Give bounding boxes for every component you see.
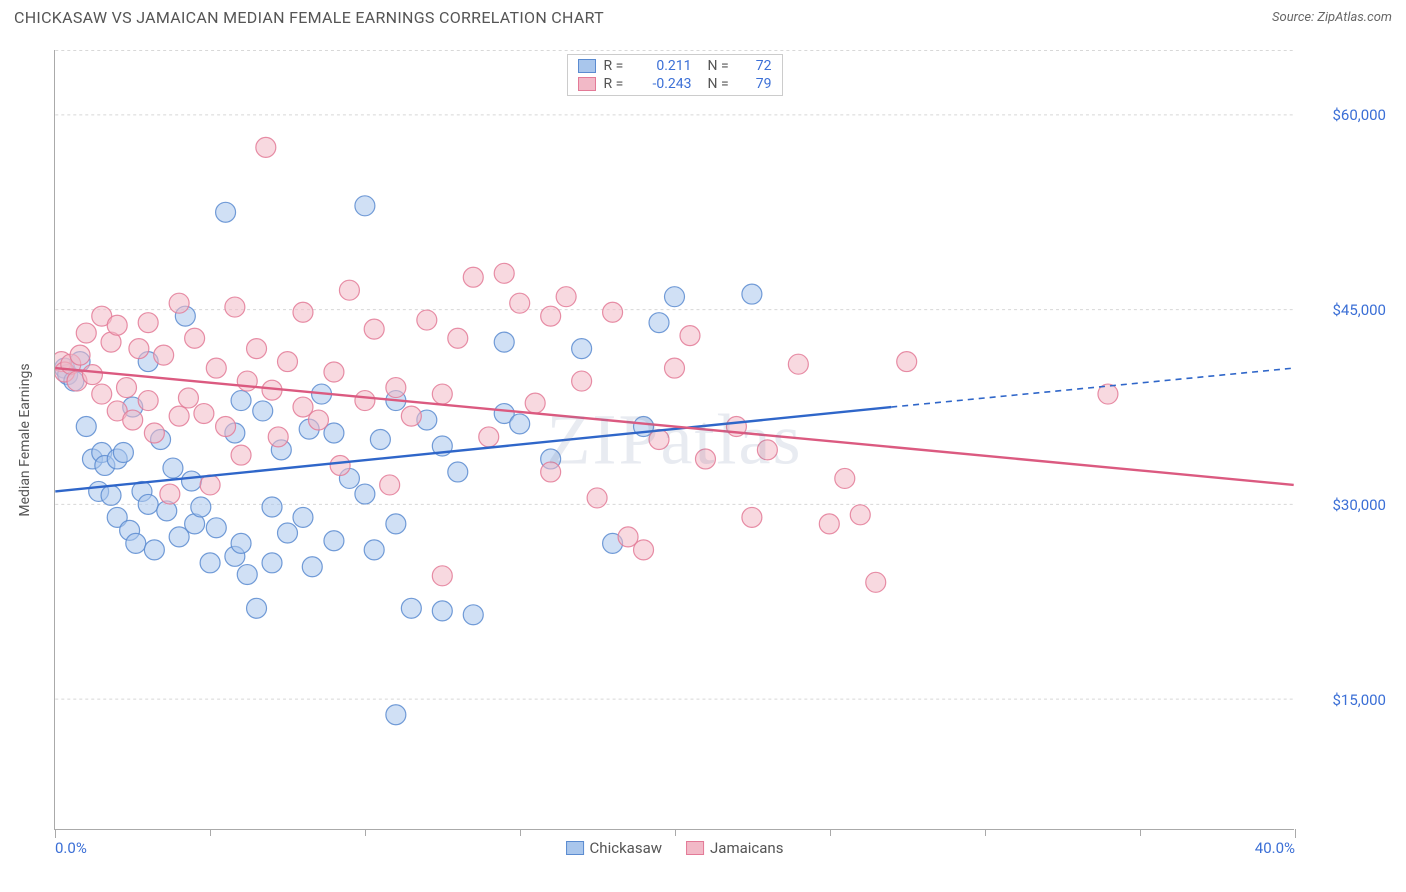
x-tick-label: 40.0%: [1255, 839, 1295, 857]
series-legend-item: Jamaicans: [686, 839, 783, 857]
x-tick-label: 0.0%: [55, 839, 87, 857]
legend-swatch: [686, 841, 704, 855]
x-tick: [365, 829, 366, 836]
correlation-legend: R = 0.211 N = 72 R = -0.243 N = 79: [567, 54, 783, 96]
legend-row: R = 0.211 N = 72: [568, 57, 782, 75]
series-legend-label: Chickasaw: [590, 839, 662, 857]
legend-r-label: R =: [604, 58, 632, 74]
legend-r-value: -0.243: [640, 76, 692, 92]
y-tick-label: $15,000: [1306, 691, 1386, 709]
x-tick: [1140, 829, 1141, 836]
series-legend-item: Chickasaw: [566, 839, 662, 857]
x-tick: [210, 829, 211, 836]
x-tick: [985, 829, 986, 836]
title-bar: CHICKASAW VS JAMAICAN MEDIAN FEMALE EARN…: [0, 0, 1406, 33]
series-legend: Chickasaw Jamaicans: [566, 839, 784, 857]
x-tick: [830, 829, 831, 836]
y-tick-label: $60,000: [1306, 106, 1386, 124]
legend-swatch: [566, 841, 584, 855]
y-tick-label: $30,000: [1306, 496, 1386, 514]
legend-n-value: 72: [744, 58, 772, 74]
legend-row: R = -0.243 N = 79: [568, 75, 782, 93]
y-axis-title: Median Female Earnings: [17, 363, 33, 516]
x-tick: [520, 829, 521, 836]
legend-n-label: N =: [708, 58, 736, 74]
legend-swatch: [578, 77, 596, 91]
chart-title: CHICKASAW VS JAMAICAN MEDIAN FEMALE EARN…: [14, 8, 604, 27]
legend-n-value: 79: [744, 76, 772, 92]
legend-r-value: 0.211: [640, 58, 692, 74]
series-legend-label: Jamaicans: [710, 839, 783, 857]
chart-plot-area: ZIPatlas Median Female Earnings R =0.211…: [54, 50, 1294, 830]
x-tick: [55, 829, 56, 838]
legend-n-label: N =: [708, 76, 736, 92]
y-tick-label: $45,000: [1306, 301, 1386, 319]
legend-r-label: R =: [604, 76, 632, 92]
x-tick: [675, 829, 676, 836]
legend-swatch: [578, 59, 596, 73]
source-attribution: Source: ZipAtlas.com: [1272, 10, 1392, 25]
chart-svg: [55, 50, 1294, 829]
x-tick: [1295, 829, 1296, 838]
